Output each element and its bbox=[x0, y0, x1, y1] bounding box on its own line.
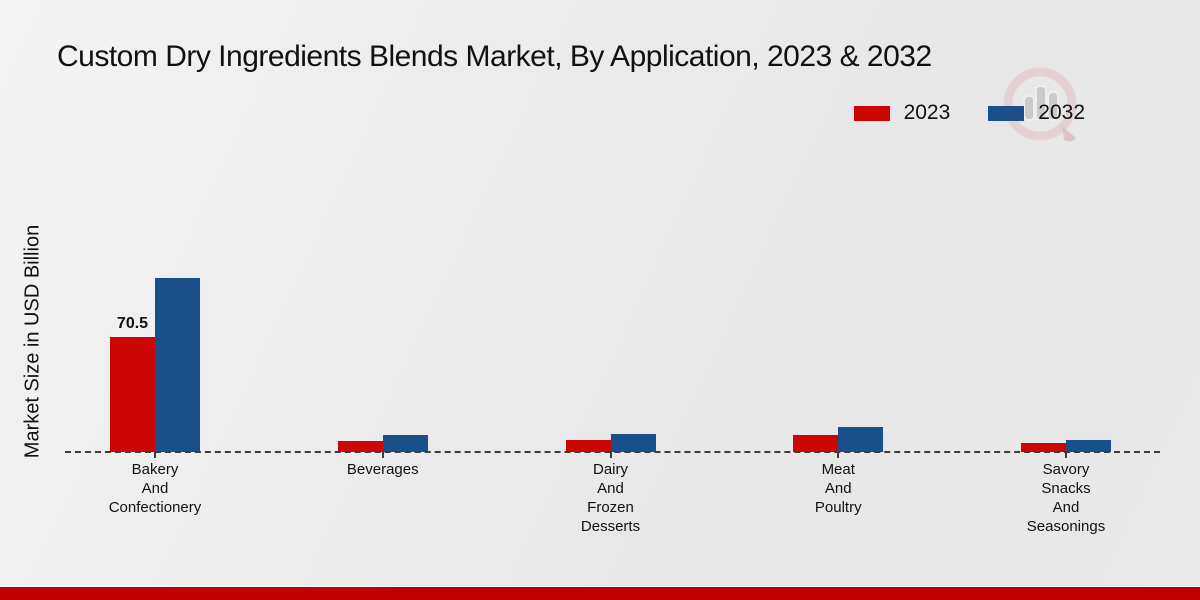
legend-swatch-2023 bbox=[853, 105, 890, 121]
bar-2032-5 bbox=[1066, 440, 1111, 452]
legend-label-2023: 2023 bbox=[903, 101, 951, 124]
legend-swatch-2032 bbox=[988, 105, 1025, 121]
bar-2032-1 bbox=[155, 278, 200, 452]
category-label-1: Bakery And Confectionery bbox=[108, 461, 202, 516]
legend-label-2032: 2032 bbox=[1038, 101, 1085, 124]
x-axis-tick-3 bbox=[609, 452, 612, 458]
bar-2023-1 bbox=[110, 337, 155, 452]
legend: 2023 2032 bbox=[853, 101, 1085, 125]
category-label-4: Meat And Poultry bbox=[814, 461, 862, 516]
bar-2023-2 bbox=[337, 441, 383, 452]
chart-title: Custom Dry Ingredients Blends Market, By… bbox=[57, 40, 932, 73]
bar-2032-2 bbox=[382, 435, 428, 452]
category-label-3: Dairy And Frozen Desserts bbox=[580, 461, 641, 535]
watermark-bar-2 bbox=[1035, 85, 1047, 121]
bar-2023-3 bbox=[565, 440, 611, 452]
bar-2023-4 bbox=[793, 435, 839, 452]
x-axis-tick-5 bbox=[1065, 452, 1067, 458]
value-label-2023-1: 70.5 bbox=[116, 315, 149, 332]
watermark-bar-3 bbox=[1047, 91, 1059, 121]
footer-red-bar bbox=[0, 586, 1200, 600]
bar-2032-3 bbox=[610, 434, 656, 452]
x-axis-tick-1 bbox=[154, 452, 156, 458]
bar-2032-4 bbox=[838, 427, 884, 452]
watermark-magnifier-ring bbox=[1003, 67, 1077, 141]
category-label-5: Savory Snacks And Seasonings bbox=[1026, 461, 1106, 535]
x-axis-tick-4 bbox=[837, 452, 840, 458]
x-axis-tick-2 bbox=[381, 452, 384, 458]
x-axis-baseline bbox=[65, 451, 1160, 453]
watermark-logo bbox=[1000, 62, 1086, 153]
category-label-2: Beverages bbox=[346, 461, 419, 478]
bar-2023-5 bbox=[1021, 443, 1066, 452]
watermark-magnifier-handle bbox=[1062, 126, 1076, 142]
